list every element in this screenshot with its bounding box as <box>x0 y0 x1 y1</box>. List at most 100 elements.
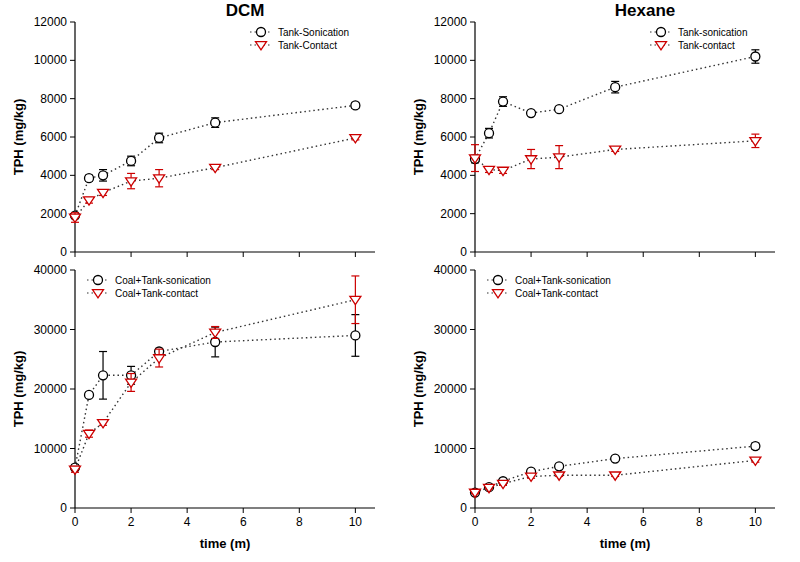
data-point <box>351 101 360 110</box>
x-tick <box>355 252 356 257</box>
chart-panel: 0100002000030000400000246810TPH (mg/kg)t… <box>411 263 775 551</box>
y-tick-label: 40000 <box>34 263 68 277</box>
data-point <box>350 296 361 304</box>
data-point <box>485 129 494 138</box>
data-point <box>610 472 621 480</box>
x-tick-label: 8 <box>296 515 303 529</box>
data-point <box>127 156 136 165</box>
x-tick <box>243 252 244 257</box>
y-axis-label: TPH (mg/kg) <box>11 99 26 176</box>
y-tick <box>470 508 475 509</box>
data-point <box>484 166 495 174</box>
data-point <box>498 167 509 175</box>
data-point <box>99 371 108 380</box>
data-point <box>527 109 536 118</box>
legend-marker <box>256 42 267 50</box>
data-point <box>750 457 761 465</box>
series-line <box>475 460 755 492</box>
data-point <box>84 197 95 205</box>
data-point <box>211 337 220 346</box>
data-point <box>498 480 509 488</box>
x-tick <box>755 508 756 513</box>
legend-label: Tank-Contact <box>278 40 337 51</box>
data-point <box>470 155 481 163</box>
y-tick <box>70 175 75 176</box>
y-tick <box>470 270 475 271</box>
y-tick-label: 0 <box>60 501 67 515</box>
data-point <box>84 430 95 438</box>
data-point <box>526 156 537 164</box>
data-point <box>70 214 81 222</box>
y-tick-label: 8000 <box>40 92 67 106</box>
data-point <box>555 105 564 114</box>
x-tick <box>243 508 244 513</box>
y-tick-label: 6000 <box>40 130 67 144</box>
chart-panel: 020004000600080001000012000HexaneTPH (mg… <box>411 1 775 259</box>
y-tick-label: 6000 <box>440 130 467 144</box>
legend-label: Coal+Tank-contact <box>515 288 598 299</box>
legend: Tank-SonicationTank-Contact <box>250 27 349 51</box>
error-bar <box>611 81 619 93</box>
chart-title: Hexane <box>615 1 675 20</box>
x-tick-label: 2 <box>528 515 535 529</box>
plot-area <box>70 101 361 223</box>
data-point <box>484 484 495 492</box>
data-point <box>98 189 109 197</box>
y-tick-label: 10000 <box>434 53 468 67</box>
y-tick <box>70 60 75 61</box>
y-tick <box>70 329 75 330</box>
series-line <box>475 446 755 492</box>
error-bar <box>211 118 219 128</box>
error-bar <box>155 133 163 143</box>
series-line <box>75 138 355 218</box>
data-point <box>126 178 137 186</box>
data-point <box>554 154 565 162</box>
y-axis-label: TPH (mg/kg) <box>411 99 426 176</box>
y-tick-label: 4000 <box>40 168 67 182</box>
y-tick <box>470 22 475 23</box>
y-tick-label: 0 <box>460 501 467 515</box>
y-tick <box>70 98 75 99</box>
y-tick <box>70 448 75 449</box>
legend-label: Coal+Tank-contact <box>115 288 198 299</box>
y-tick-label: 12000 <box>434 15 468 29</box>
series-line <box>75 105 355 215</box>
y-tick-label: 20000 <box>434 382 468 396</box>
chart-panel: 020004000600080001000012000DCMTPH (mg/kg… <box>11 1 375 259</box>
x-tick <box>587 252 588 257</box>
x-tick-label: 0 <box>472 515 479 529</box>
x-tick-label: 4 <box>184 515 191 529</box>
data-point <box>471 488 480 497</box>
x-axis-label: time (m) <box>600 536 651 551</box>
data-point <box>611 454 620 463</box>
y-tick <box>470 137 475 138</box>
data-point <box>126 379 137 387</box>
data-point <box>471 155 480 164</box>
x-tick <box>475 508 476 513</box>
data-point <box>750 138 761 146</box>
x-tick <box>643 252 644 257</box>
data-point <box>555 462 564 471</box>
x-tick-label: 6 <box>240 515 247 529</box>
x-tick <box>475 252 476 257</box>
data-point <box>210 329 221 337</box>
x-tick <box>531 508 532 513</box>
y-tick-label: 12000 <box>34 15 68 29</box>
plot-area <box>70 276 361 474</box>
error-bar <box>751 50 759 63</box>
plot-area <box>470 442 761 498</box>
x-tick <box>187 508 188 513</box>
x-tick <box>355 508 356 513</box>
x-tick <box>299 252 300 257</box>
x-tick <box>187 252 188 257</box>
y-axis-label: TPH (mg/kg) <box>411 351 426 428</box>
y-tick-label: 30000 <box>434 323 468 337</box>
legend-label: Tank-sonication <box>678 27 747 38</box>
y-tick <box>470 252 475 253</box>
y-tick <box>70 252 75 253</box>
y-tick-label: 2000 <box>440 207 467 221</box>
x-axis <box>75 507 375 508</box>
legend-marker <box>494 276 503 285</box>
data-point <box>85 390 94 399</box>
y-tick-label: 10000 <box>434 442 468 456</box>
